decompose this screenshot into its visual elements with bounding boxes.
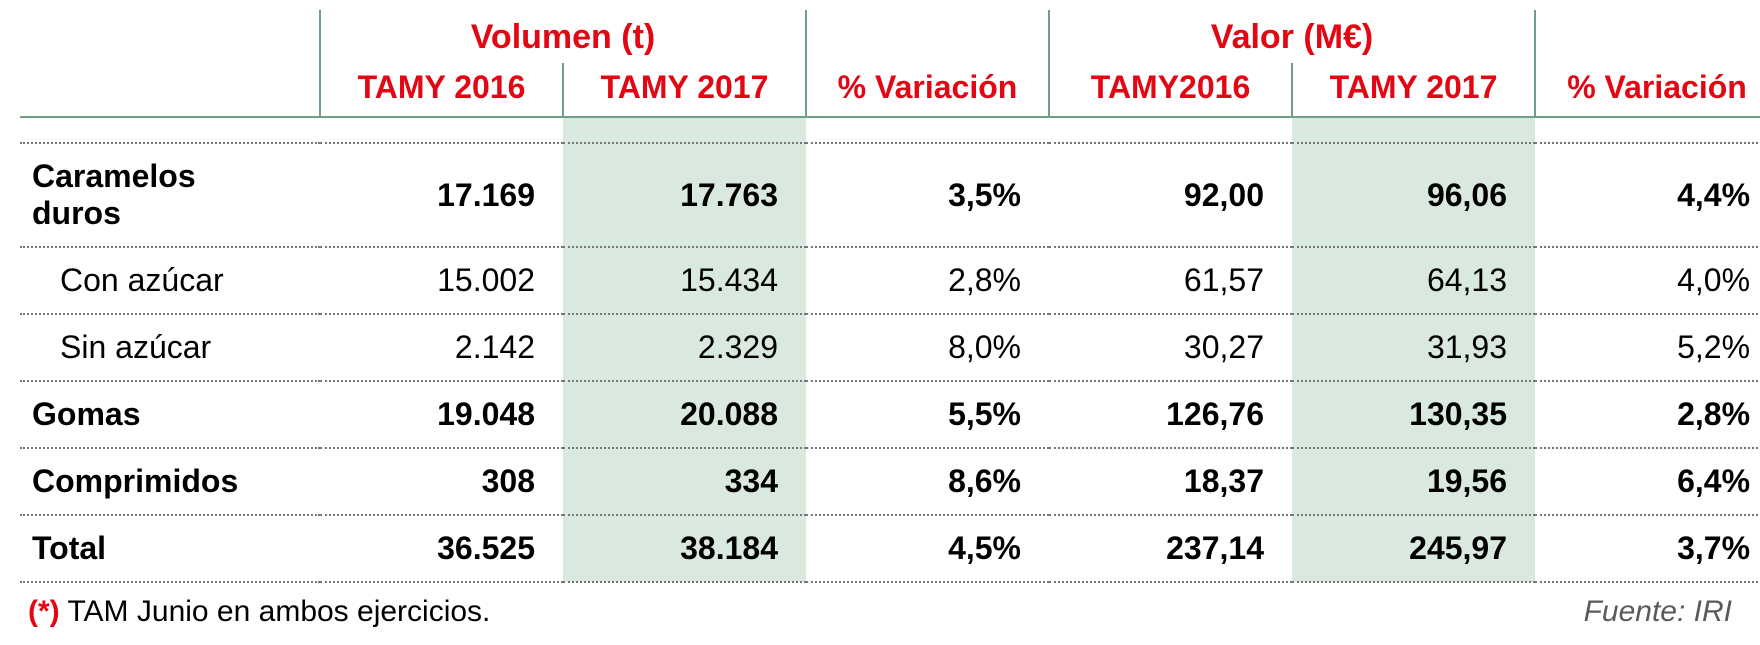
cell-val-var: 3,7% bbox=[1535, 515, 1760, 582]
cell-vol-2017: 20.088 bbox=[563, 381, 806, 448]
cell-val-var: 6,4% bbox=[1535, 448, 1760, 515]
row-sin-azucar: Sin azúcar 2.142 2.329 8,0% 30,27 31,93 … bbox=[20, 314, 1760, 381]
cell-vol-2016: 19.048 bbox=[320, 381, 563, 448]
cell-vol-var: 4,5% bbox=[806, 515, 1049, 582]
cell-vol-2017: 17.763 bbox=[563, 143, 806, 247]
cell-label: Comprimidos bbox=[20, 448, 320, 515]
header-val-var: % Variación bbox=[1535, 63, 1760, 117]
cell-val-var: 2,8% bbox=[1535, 381, 1760, 448]
cell-val-var: 4,0% bbox=[1535, 247, 1760, 314]
cell-val-2016: 237,14 bbox=[1049, 515, 1292, 582]
cell-vol-2016: 15.002 bbox=[320, 247, 563, 314]
header-vol-var: % Variación bbox=[806, 63, 1049, 117]
row-comprimidos: Comprimidos 308 334 8,6% 18,37 19,56 6,4… bbox=[20, 448, 1760, 515]
header-val-2016: TAMY2016 bbox=[1049, 63, 1292, 117]
cell-val-2017: 31,93 bbox=[1292, 314, 1535, 381]
header-group-valor: Valor (M€) bbox=[1049, 10, 1535, 63]
cell-val-2016: 30,27 bbox=[1049, 314, 1292, 381]
cell-vol-2016: 308 bbox=[320, 448, 563, 515]
cell-vol-var: 8,6% bbox=[806, 448, 1049, 515]
row-caramelos: Caramelos duros 17.169 17.763 3,5% 92,00… bbox=[20, 143, 1760, 247]
cell-vol-2016: 36.525 bbox=[320, 515, 563, 582]
cell-label: Gomas bbox=[20, 381, 320, 448]
cell-val-2016: 61,57 bbox=[1049, 247, 1292, 314]
cell-val-2016: 18,37 bbox=[1049, 448, 1292, 515]
cell-vol-2017: 38.184 bbox=[563, 515, 806, 582]
cell-vol-2017: 15.434 bbox=[563, 247, 806, 314]
cell-label: Con azúcar bbox=[20, 247, 320, 314]
header-val-2017: TAMY 2017 bbox=[1292, 63, 1535, 117]
header-vol-2017: TAMY 2017 bbox=[563, 63, 806, 117]
cell-vol-2016: 2.142 bbox=[320, 314, 563, 381]
cell-val-var: 4,4% bbox=[1535, 143, 1760, 247]
row-con-azucar: Con azúcar 15.002 15.434 2,8% 61,57 64,1… bbox=[20, 247, 1760, 314]
row-gomas: Gomas 19.048 20.088 5,5% 126,76 130,35 2… bbox=[20, 381, 1760, 448]
cell-val-2017: 64,13 bbox=[1292, 247, 1535, 314]
footnote-text: TAM Junio en ambos ejercicios. bbox=[60, 595, 491, 628]
cell-vol-var: 5,5% bbox=[806, 381, 1049, 448]
cell-vol-var: 2,8% bbox=[806, 247, 1049, 314]
header-sub-blank bbox=[20, 63, 320, 117]
cell-vol-2017: 2.329 bbox=[563, 314, 806, 381]
cell-val-2016: 126,76 bbox=[1049, 381, 1292, 448]
header-vol-2016: TAMY 2016 bbox=[320, 63, 563, 117]
cell-vol-var: 3,5% bbox=[806, 143, 1049, 247]
row-total: Total 36.525 38.184 4,5% 237,14 245,97 3… bbox=[20, 515, 1760, 582]
cell-val-2017: 130,35 bbox=[1292, 381, 1535, 448]
source-label: Fuente: IRI bbox=[1584, 595, 1732, 629]
cell-val-2016: 92,00 bbox=[1049, 143, 1292, 247]
header-group-volumen: Volumen (t) bbox=[320, 10, 806, 63]
footnote-asterisk: (*) bbox=[28, 595, 60, 628]
cell-label: Caramelos duros bbox=[20, 143, 320, 247]
cell-val-2017: 245,97 bbox=[1292, 515, 1535, 582]
header-blank-var1 bbox=[806, 10, 1049, 63]
data-table: Volumen (t) Valor (M€) TAMY 2016 TAMY 20… bbox=[20, 10, 1760, 583]
cell-val-2017: 96,06 bbox=[1292, 143, 1535, 247]
cell-vol-2016: 17.169 bbox=[320, 143, 563, 247]
cell-val-2017: 19,56 bbox=[1292, 448, 1535, 515]
cell-label: Sin azúcar bbox=[20, 314, 320, 381]
header-blank-var2 bbox=[1535, 10, 1760, 63]
footnote: (*) TAM Junio en ambos ejercicios. bbox=[28, 595, 490, 629]
cell-val-var: 5,2% bbox=[1535, 314, 1760, 381]
cell-vol-2017: 334 bbox=[563, 448, 806, 515]
cell-vol-var: 8,0% bbox=[806, 314, 1049, 381]
header-blank bbox=[20, 10, 320, 63]
cell-label: Total bbox=[20, 515, 320, 582]
